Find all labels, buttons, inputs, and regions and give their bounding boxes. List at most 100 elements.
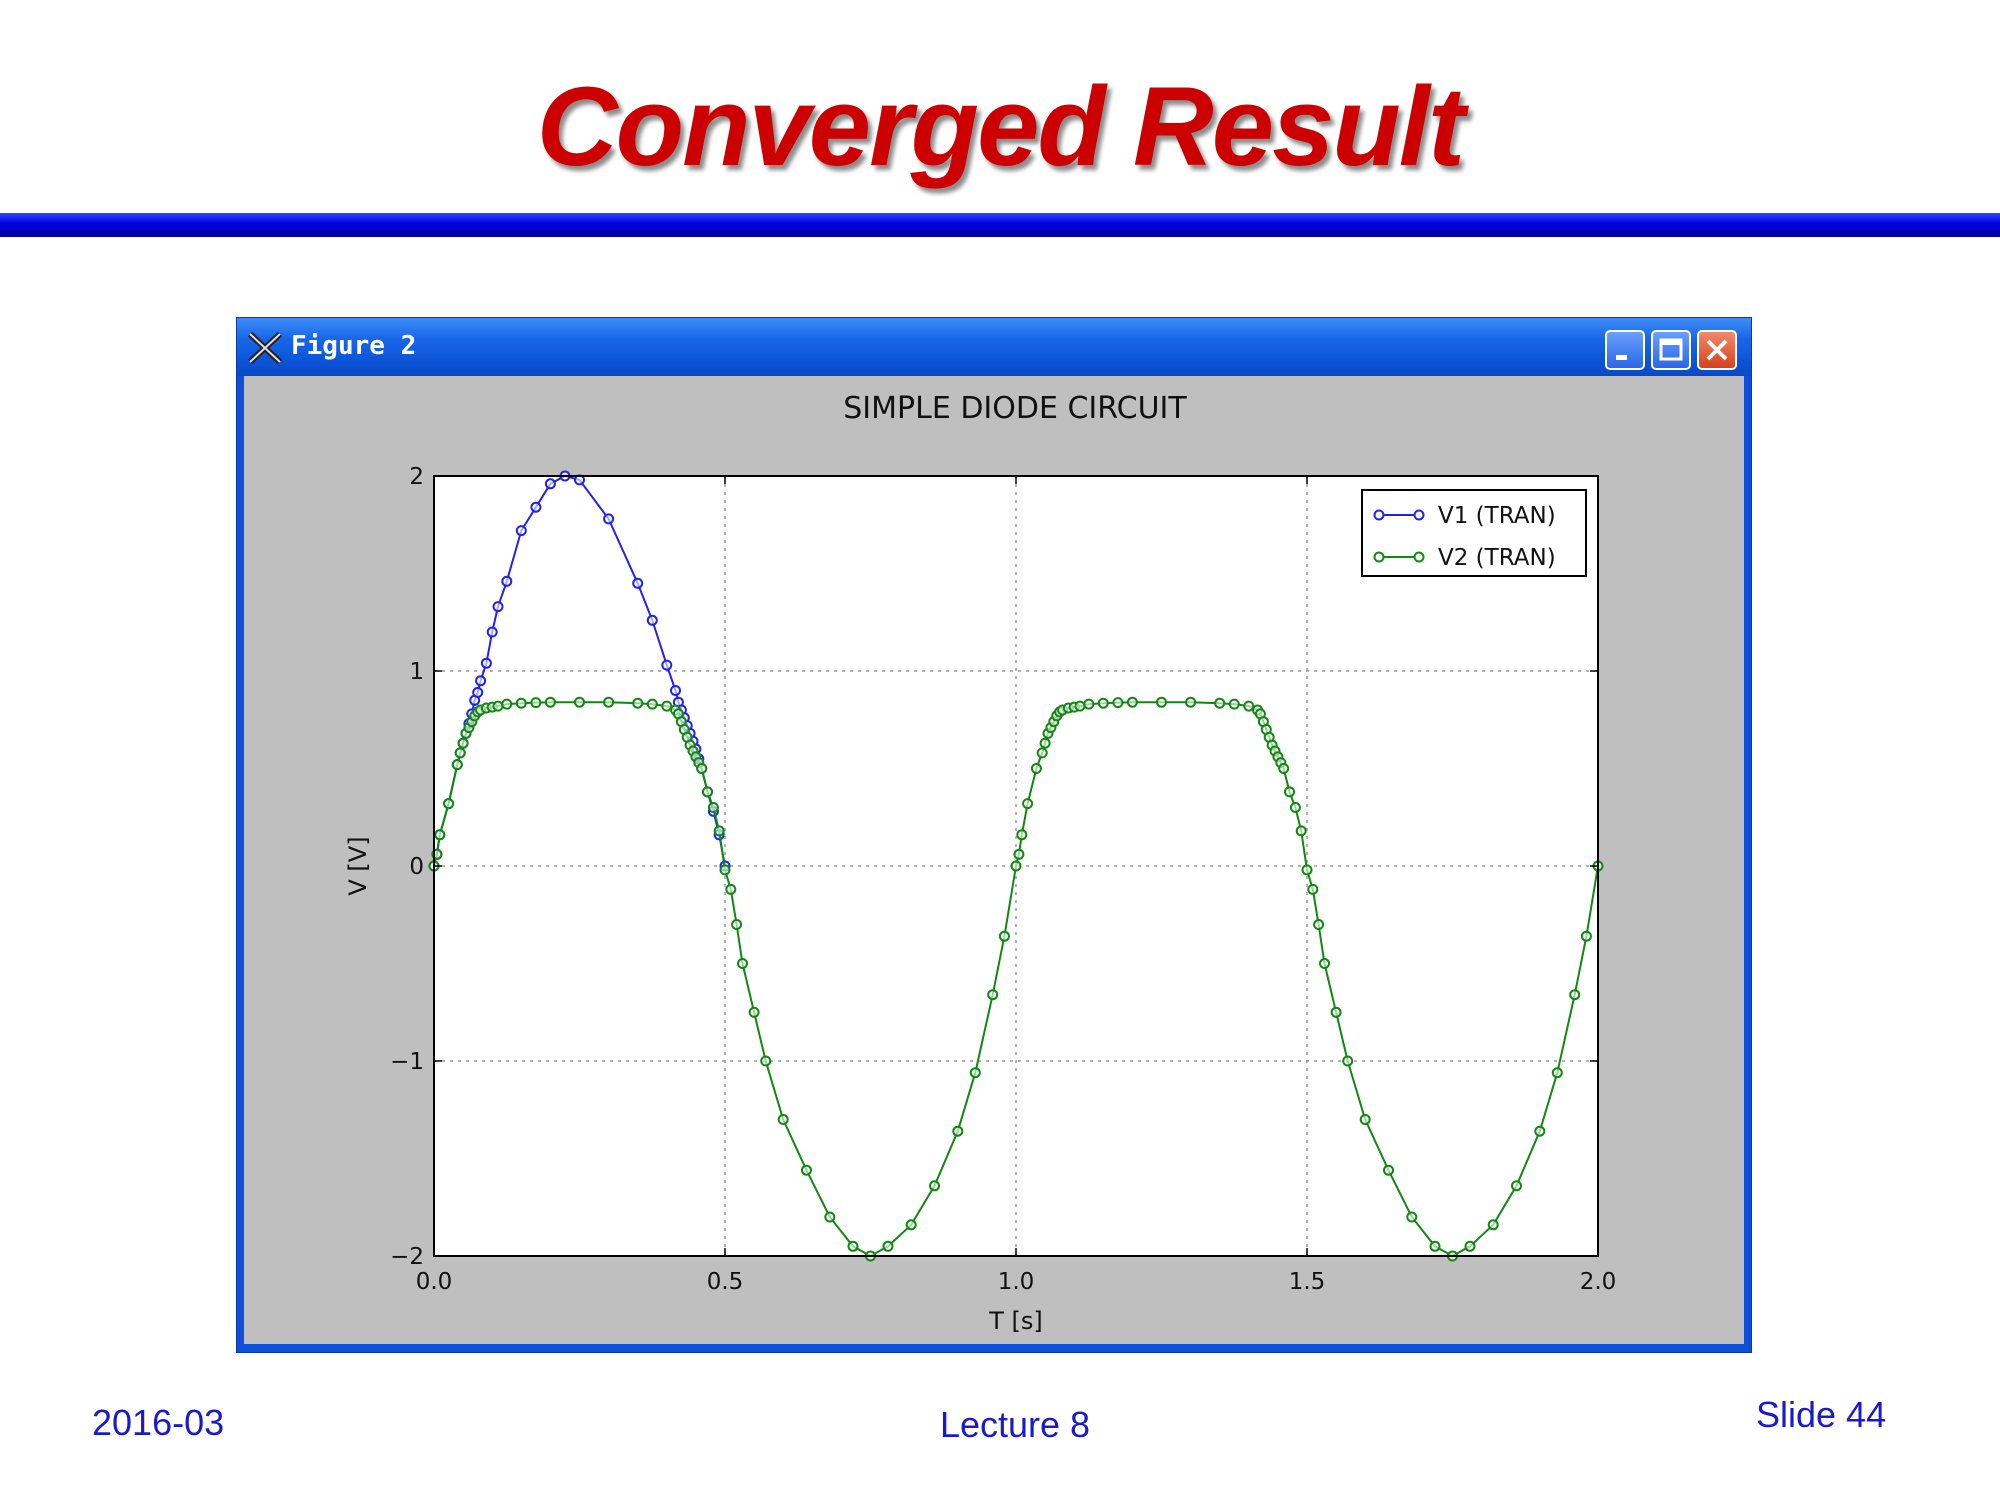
slide-title: Converged Result bbox=[536, 64, 1465, 189]
window-titlebar[interactable]: Figure 2 bbox=[237, 318, 1751, 376]
data-point bbox=[1112, 697, 1124, 709]
data-point bbox=[1214, 697, 1226, 709]
data-point bbox=[1580, 930, 1592, 942]
data-point bbox=[451, 759, 463, 771]
data-point bbox=[1278, 763, 1290, 774]
data-point bbox=[646, 614, 658, 626]
data-point bbox=[725, 883, 737, 895]
footer-date: 2016-03 bbox=[92, 1402, 225, 1443]
data-point bbox=[670, 685, 681, 696]
data-point bbox=[1429, 1240, 1441, 1252]
data-point bbox=[748, 1006, 760, 1018]
data-point bbox=[480, 657, 492, 669]
data-point bbox=[1313, 919, 1325, 930]
data-point bbox=[661, 659, 673, 671]
data-point bbox=[1022, 798, 1034, 810]
data-point bbox=[1284, 786, 1295, 798]
y-tick-label: 2 bbox=[409, 464, 424, 490]
diode-chart: SIMPLE DIODE CIRCUIT 0.0 0.5 1.0 1.5 2.0 2 1 0 −… bbox=[344, 391, 1616, 1335]
data-point bbox=[1383, 1164, 1394, 1176]
data-point bbox=[1013, 848, 1025, 860]
data-point bbox=[434, 829, 446, 841]
series-2 bbox=[428, 696, 1604, 1262]
data-point bbox=[905, 1219, 917, 1231]
y-tick-label: 0 bbox=[409, 854, 424, 880]
data-point bbox=[707, 802, 719, 813]
legend: V1 (TRAN) V2 (TRAN) bbox=[1361, 489, 1587, 577]
maximize-icon bbox=[1659, 338, 1683, 361]
data-point bbox=[1569, 989, 1581, 1001]
minimize-button[interactable] bbox=[1605, 330, 1645, 370]
data-point bbox=[1036, 747, 1048, 759]
data-point bbox=[1307, 883, 1319, 895]
legend-marker bbox=[1373, 551, 1385, 563]
data-point bbox=[492, 601, 504, 613]
window-title: Figure 2 bbox=[291, 331, 417, 361]
maximize-button[interactable] bbox=[1651, 330, 1691, 370]
data-point bbox=[603, 513, 615, 525]
chart-title: SIMPLE DIODE CIRCUIT bbox=[843, 391, 1187, 426]
data-point bbox=[1359, 1114, 1371, 1125]
figure-canvas: SIMPLE DIODE CIRCUIT 0.0 0.5 1.0 1.5 2.0 2 1 0 −… bbox=[244, 376, 1744, 1344]
data-point bbox=[1464, 1240, 1476, 1252]
data-point bbox=[544, 696, 556, 708]
data-point bbox=[1534, 1125, 1546, 1137]
data-point bbox=[1301, 864, 1313, 876]
data-point bbox=[475, 675, 487, 687]
x-tick-label: 1.0 bbox=[998, 1269, 1035, 1295]
data-point bbox=[1487, 1219, 1499, 1231]
data-point bbox=[702, 786, 713, 798]
data-point bbox=[661, 700, 673, 712]
data-point bbox=[847, 1240, 859, 1252]
y-tick-label: −2 bbox=[390, 1244, 424, 1270]
data-point bbox=[713, 825, 725, 837]
legend-marker bbox=[1413, 551, 1425, 563]
close-icon bbox=[1706, 339, 1728, 361]
data-point bbox=[515, 525, 527, 537]
data-point bbox=[530, 501, 542, 513]
data-point bbox=[760, 1055, 772, 1067]
data-point bbox=[1551, 1067, 1563, 1079]
data-point bbox=[454, 747, 466, 759]
data-point bbox=[443, 798, 455, 810]
data-point bbox=[719, 864, 731, 876]
y-axis-label: V [V] bbox=[344, 836, 372, 895]
data-point bbox=[1126, 696, 1138, 708]
data-point bbox=[1511, 1180, 1522, 1192]
data-point bbox=[1156, 696, 1167, 708]
close-button[interactable] bbox=[1697, 330, 1737, 370]
data-point bbox=[646, 698, 658, 710]
y-tick-label: −1 bbox=[390, 1049, 424, 1075]
x-tick-label: 1.5 bbox=[1289, 1269, 1326, 1295]
data-point bbox=[1016, 829, 1028, 841]
footer-lecture: Lecture 8 bbox=[939, 1404, 1091, 1445]
data-point bbox=[1010, 860, 1022, 872]
data-point bbox=[929, 1180, 940, 1192]
data-point bbox=[969, 1067, 981, 1079]
x-axis-label: T [s] bbox=[988, 1307, 1043, 1335]
data-point bbox=[1097, 697, 1109, 709]
data-point bbox=[1330, 1006, 1342, 1018]
legend-label: V1 (TRAN) bbox=[1438, 503, 1556, 529]
legend-box bbox=[1361, 489, 1587, 577]
x-tick-label: 0.5 bbox=[707, 1269, 744, 1295]
data-point bbox=[530, 697, 542, 709]
data-point bbox=[515, 697, 527, 709]
data-point bbox=[801, 1164, 812, 1176]
data-point bbox=[882, 1240, 894, 1252]
data-point bbox=[737, 958, 748, 969]
minimize-icon bbox=[1616, 355, 1627, 360]
data-point bbox=[1289, 802, 1301, 813]
data-point bbox=[1030, 763, 1042, 774]
legend-marker bbox=[1413, 509, 1425, 521]
data-point bbox=[824, 1211, 836, 1223]
data-point bbox=[1039, 737, 1051, 749]
data-point bbox=[457, 737, 469, 749]
data-point bbox=[1342, 1055, 1354, 1067]
x-tick-label: 0.0 bbox=[416, 1269, 453, 1295]
legend-marker bbox=[1373, 509, 1385, 521]
legend-entry: V2 (TRAN) bbox=[1373, 545, 1556, 571]
data-point bbox=[486, 626, 498, 638]
data-point bbox=[952, 1125, 964, 1137]
data-point bbox=[472, 686, 484, 698]
